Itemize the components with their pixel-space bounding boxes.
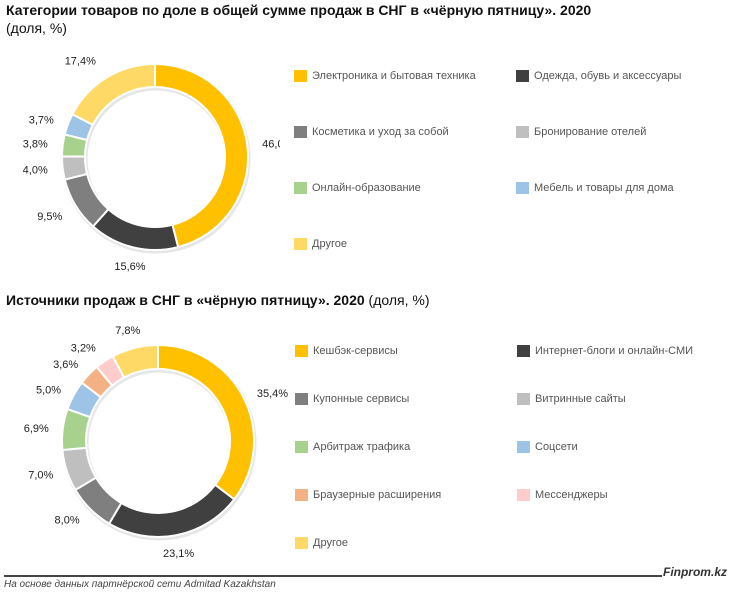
legend-item-6: Мебель и товары для дома bbox=[516, 182, 674, 194]
legend-item-6: Соцсети bbox=[517, 441, 578, 453]
legend-label: Соцсети bbox=[535, 441, 578, 453]
legend-swatch bbox=[294, 182, 307, 194]
legend-item-5: Арбитраж трафика bbox=[295, 441, 410, 453]
data-label-1: 46,0% bbox=[262, 139, 280, 151]
data-label-4: 4,0% bbox=[23, 165, 48, 177]
data-label-3: 8,0% bbox=[55, 514, 80, 526]
data-label-2: 15,6% bbox=[114, 261, 145, 273]
chart1-subtitle: (доля, %) bbox=[6, 20, 67, 36]
data-label-7: 17,4% bbox=[65, 55, 96, 67]
donut-slice-7 bbox=[71, 62, 156, 127]
legend-swatch bbox=[517, 345, 530, 357]
legend-swatch bbox=[516, 70, 529, 82]
chart2-title: Источники продаж в СНГ в «чёрную пятницу… bbox=[6, 292, 430, 308]
data-label-5: 3,8% bbox=[23, 139, 48, 151]
legend-label: Браузерные расширения bbox=[313, 489, 442, 501]
data-label-4: 7,0% bbox=[28, 469, 53, 481]
data-label-2: 23,1% bbox=[163, 548, 194, 560]
legend-label: Кешбэк-сервисы bbox=[313, 345, 398, 357]
legend-label: Косметика и уход за собой bbox=[312, 126, 449, 138]
chart1-donut: 46,0% 15,6% 9,5% 4,0% 3,8% 3,7% 17,4% bbox=[23, 55, 280, 273]
legend-item-4: Витринные сайты bbox=[517, 393, 626, 405]
legend-label: Интернет-блоги и онлайн-СМИ bbox=[535, 345, 694, 357]
legend-label: Другое bbox=[313, 537, 348, 549]
legend-label: Бронирование отелей bbox=[534, 126, 647, 138]
data-label-3: 9,5% bbox=[37, 211, 62, 223]
legend-item-4: Бронирование отелей bbox=[516, 126, 646, 138]
data-label-6: 3,7% bbox=[29, 115, 54, 127]
legend-item-2: Интернет-блоги и онлайн-СМИ bbox=[517, 345, 693, 357]
data-label-8: 3,2% bbox=[71, 342, 96, 354]
legend-item-1: Кешбэк-сервисы bbox=[295, 345, 398, 357]
legend-label: Витринные сайты bbox=[535, 393, 626, 405]
chart2-donut: 35,4% 23,1% 8,0% 7,0% 6,9% 5,0% 3,6% 3,2% 7,8% bbox=[24, 325, 289, 560]
legend-item-8: Мессенджеры bbox=[517, 489, 608, 501]
legend-label: Мессенджеры bbox=[535, 489, 608, 501]
legend-swatch bbox=[295, 441, 308, 453]
legend-swatch bbox=[294, 126, 307, 138]
legend-swatch bbox=[517, 393, 530, 405]
legend-swatch bbox=[517, 489, 530, 501]
data-label-5: 6,9% bbox=[24, 423, 49, 435]
legend-swatch bbox=[294, 238, 307, 250]
legend-label: Мебель и товары для дома bbox=[534, 182, 674, 194]
legend-swatch bbox=[294, 70, 307, 82]
legend-swatch bbox=[516, 126, 529, 138]
donut-slice-9 bbox=[111, 343, 159, 379]
chart2-title-unit: (доля, %) bbox=[368, 292, 430, 308]
legend-label: Купонные сервисы bbox=[313, 393, 410, 405]
footer-divider bbox=[4, 575, 662, 577]
data-label-6: 5,0% bbox=[36, 385, 61, 397]
legend-swatch bbox=[295, 489, 308, 501]
donut-slice-2 bbox=[107, 483, 236, 538]
legend-item-1: Электроника и бытовая техника bbox=[294, 70, 476, 82]
legend-item-5: Онлайн-образование bbox=[294, 182, 421, 194]
donut-slice-1 bbox=[157, 343, 255, 501]
legend-label: Другое bbox=[312, 238, 347, 250]
legend-swatch bbox=[516, 182, 529, 194]
legend-item-3: Купонные сервисы bbox=[295, 393, 409, 405]
legend-swatch bbox=[295, 393, 308, 405]
legend-item-9: Другое bbox=[295, 537, 348, 549]
data-label-7: 3,6% bbox=[53, 359, 78, 371]
legend-item-7: Другое bbox=[294, 238, 347, 250]
data-label-9: 7,8% bbox=[115, 325, 140, 337]
legend-swatch bbox=[295, 537, 308, 549]
legend-item-2: Одежда, обувь и аксессуары bbox=[516, 70, 681, 82]
chart1-title: Категории товаров по доле в общей сумме … bbox=[6, 2, 592, 18]
brand-logo: Finprom.kz bbox=[662, 565, 727, 579]
legend-item-7: Браузерные расширения bbox=[295, 489, 441, 501]
legend-label: Арбитраж трафика bbox=[313, 441, 411, 453]
source-note: На основе данных партнёрской сети Admita… bbox=[4, 579, 276, 590]
legend-label: Онлайн-образование bbox=[312, 182, 421, 194]
legend-label: Электроника и бытовая техника bbox=[312, 70, 476, 82]
legend-item-3: Косметика и уход за собой bbox=[294, 126, 449, 138]
legend-swatch bbox=[517, 441, 530, 453]
legend-swatch bbox=[295, 345, 308, 357]
legend-label: Одежда, обувь и аксессуары bbox=[534, 70, 682, 82]
data-label-1: 35,4% bbox=[257, 388, 288, 400]
